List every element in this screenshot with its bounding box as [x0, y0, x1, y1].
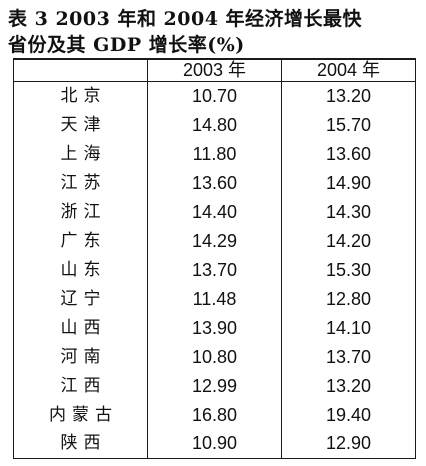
table-row: 北京 10.70 13.20	[13, 81, 416, 110]
province-cell: 上海	[13, 139, 148, 168]
caption-line-2: 省份及其 GDP 增长率(%)	[8, 34, 245, 56]
value-2003-cell: 13.60	[147, 168, 282, 197]
value-2004-cell: 14.90	[281, 168, 416, 197]
table-row: 内蒙古 16.80 19.40	[13, 400, 416, 429]
province-cell: 陕西	[13, 429, 148, 459]
value-2004-cell: 13.60	[281, 139, 416, 168]
value-2004-cell: 14.20	[281, 226, 416, 255]
value-2003-cell: 11.48	[147, 284, 282, 313]
value-2003-cell: 13.70	[147, 255, 282, 284]
value-2004-cell: 13.20	[281, 81, 416, 110]
value-2004-cell: 15.30	[281, 255, 416, 284]
table-row: 天津 14.80 15.70	[13, 110, 416, 139]
province-cell: 山西	[13, 313, 148, 342]
table-row: 江西 12.99 13.20	[13, 371, 416, 400]
header-2003-label: 2003 年	[182, 59, 247, 80]
value-2003-cell: 10.70	[147, 81, 282, 110]
value-2004-cell: 13.20	[281, 371, 416, 400]
province-cell: 山东	[13, 255, 148, 284]
province-cell: 北京	[13, 81, 148, 110]
province-cell: 天津	[13, 110, 148, 139]
value-2004-cell: 12.80	[281, 284, 416, 313]
province-cell: 浙江	[13, 197, 148, 226]
table-row: 广东 14.29 14.20	[13, 226, 416, 255]
table-caption: 表 3 2003 年和 2004 年经济增长最快 省份及其 GDP 增长率(%)	[8, 6, 422, 58]
table-header-row: 2003 年 2004 年	[13, 58, 416, 82]
table-row: 江苏 13.60 14.90	[13, 168, 416, 197]
value-2003-cell: 11.80	[147, 139, 282, 168]
value-2003-cell: 14.80	[147, 110, 282, 139]
caption-line-1: 表 3 2003 年和 2004 年经济增长最快	[8, 8, 363, 30]
province-cell: 广东	[13, 226, 148, 255]
table-row: 山东 13.70 15.30	[13, 255, 416, 284]
table-row: 河南 10.80 13.70	[13, 342, 416, 371]
value-2004-cell: 12.90	[281, 429, 416, 459]
value-2003-cell: 13.90	[147, 313, 282, 342]
value-2003-cell: 10.80	[147, 342, 282, 371]
table-row: 辽宁 11.48 12.80	[13, 284, 416, 313]
header-2004: 2004 年	[281, 58, 416, 82]
value-2004-cell: 14.10	[281, 313, 416, 342]
gdp-growth-table: 2003 年 2004 年 北京 10.70 13.20 天津 14.80 15…	[13, 58, 416, 459]
header-2004-label: 2004 年	[316, 59, 381, 80]
province-cell: 内蒙古	[13, 400, 148, 429]
value-2004-cell: 14.30	[281, 197, 416, 226]
province-cell: 江苏	[13, 168, 148, 197]
value-2003-cell: 14.40	[147, 197, 282, 226]
value-2003-cell: 12.99	[147, 371, 282, 400]
table-row: 陕西 10.90 12.90	[13, 429, 416, 459]
province-cell: 河南	[13, 342, 148, 371]
value-2004-cell: 13.70	[281, 342, 416, 371]
value-2003-cell: 16.80	[147, 400, 282, 429]
value-2004-cell: 19.40	[281, 400, 416, 429]
value-2003-cell: 10.90	[147, 429, 282, 459]
table-row: 浙江 14.40 14.30	[13, 197, 416, 226]
province-cell: 辽宁	[13, 284, 148, 313]
table-row: 山西 13.90 14.10	[13, 313, 416, 342]
header-province	[13, 58, 148, 82]
header-2003: 2003 年	[147, 58, 282, 82]
value-2004-cell: 15.70	[281, 110, 416, 139]
table-row: 上海 11.80 13.60	[13, 139, 416, 168]
value-2003-cell: 14.29	[147, 226, 282, 255]
province-cell: 江西	[13, 371, 148, 400]
